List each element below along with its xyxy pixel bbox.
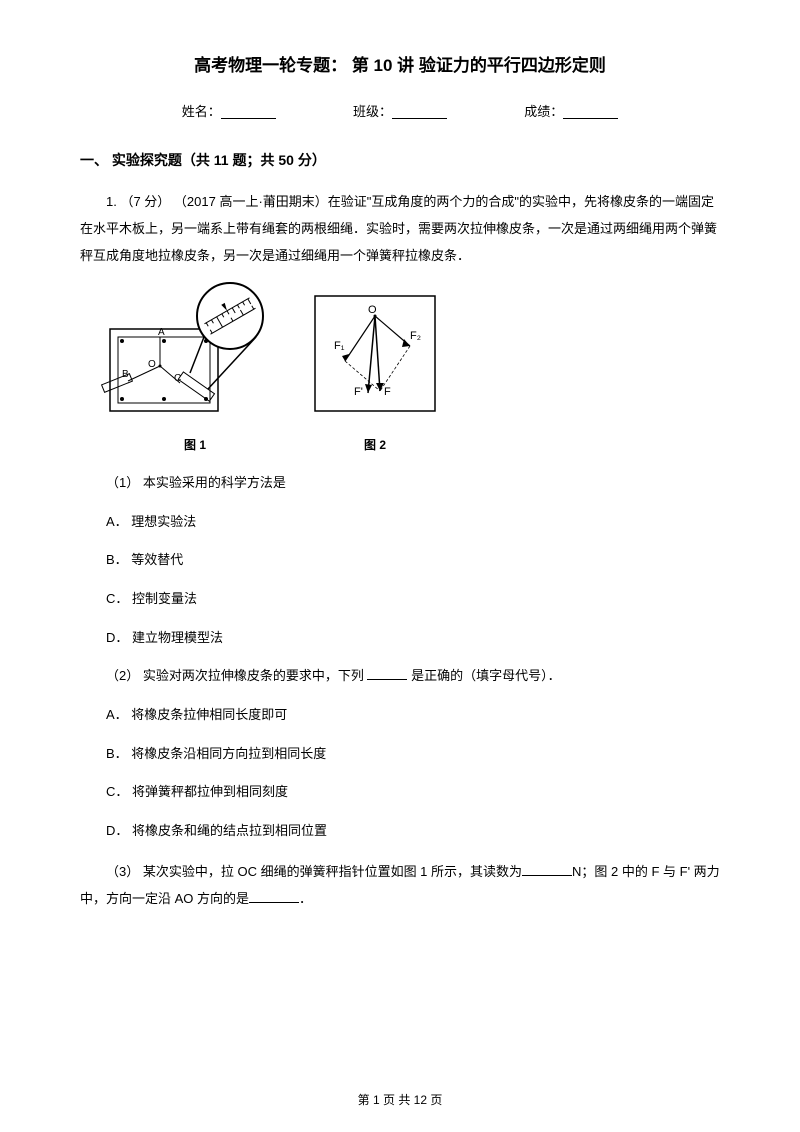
fig2-f-label: F (384, 386, 391, 398)
q1-sub1: （1） 本实验采用的科学方法是 (80, 471, 720, 496)
figure-2-svg: O F₁ F₂ F F' (310, 291, 440, 421)
figure-row: A O B C (100, 281, 720, 456)
class-label: 班级： (353, 100, 392, 125)
q1-stem: 1. （7 分） （2017 高一上·莆田期末）在验证"互成角度的两个力的合成"… (80, 188, 720, 270)
fig2-f2-label: F₂ (410, 330, 421, 342)
q1-sub2: （2） 实验对两次拉伸橡皮条的要求中，下列 是正确的（填字母代号）． (80, 664, 720, 689)
score-blank (563, 106, 618, 119)
fig2-fp-label: F' (354, 386, 363, 398)
q1-sub3-pre: （3） 某次实验中，拉 OC 细绳的弹簧秤指针位置如图 1 所示，其读数为 (106, 864, 522, 879)
name-blank (221, 106, 276, 119)
q1-sub2-pre: （2） 实验对两次拉伸橡皮条的要求中，下列 (106, 668, 364, 683)
fig2-f1-label: F₁ (334, 340, 345, 352)
footer-cur: 1 (373, 1093, 380, 1107)
page-footer: 第 1 页 共 12 页 (0, 1089, 800, 1112)
q1-sub3: （3） 某次实验中，拉 OC 细绳的弹簧秤指针位置如图 1 所示，其读数为N；图… (80, 858, 720, 913)
info-line: 姓名： 班级： 成绩： (80, 100, 720, 125)
q1-sub2-post: 是正确的（填字母代号）． (411, 668, 561, 683)
figure-2: O F₁ F₂ F F' (310, 291, 440, 456)
q1-sub2-blank (367, 667, 407, 680)
footer-post: 页 (427, 1093, 442, 1107)
footer-mid: 页 共 (380, 1093, 414, 1107)
footer-total: 12 (414, 1093, 427, 1107)
q1-opt-c1: C． 控制变量法 (80, 587, 720, 612)
figure-2-caption: 图 2 (310, 434, 440, 457)
page-title: 高考物理一轮专题： 第 10 讲 验证力的平行四边形定则 (80, 50, 720, 82)
figure-1-svg: A O B C (100, 281, 290, 421)
q1-opt-a1: A． 理想实验法 (80, 510, 720, 535)
q1-opt-a2: A． 将橡皮条拉伸相同长度即可 (80, 703, 720, 728)
name-label: 姓名： (182, 100, 221, 125)
figure-1-caption: 图 1 (100, 434, 290, 457)
q1-opt-c2: C． 将弹簧秤都拉伸到相同刻度 (80, 780, 720, 805)
q1-sub3-blank1 (522, 863, 572, 876)
section-header: 一、 实验探究题（共 11 题；共 50 分） (80, 147, 720, 174)
fig2-o-label: O (368, 304, 377, 316)
figure-1: A O B C (100, 281, 290, 456)
q1-opt-d2: D． 将橡皮条和绳的结点拉到相同位置 (80, 819, 720, 844)
class-blank (392, 106, 447, 119)
q1-opt-d1: D． 建立物理模型法 (80, 626, 720, 651)
footer-pre: 第 (358, 1093, 373, 1107)
q1-opt-b1: B． 等效替代 (80, 548, 720, 573)
q1-sub3-blank2 (249, 890, 299, 903)
q1-opt-b2: B． 将橡皮条沿相同方向拉到相同长度 (80, 742, 720, 767)
svg-text:A: A (158, 327, 165, 338)
score-label: 成绩： (524, 100, 563, 125)
question-1: 1. （7 分） （2017 高一上·莆田期末）在验证"互成角度的两个力的合成"… (80, 188, 720, 913)
q1-sub3-end: ． (299, 891, 312, 906)
